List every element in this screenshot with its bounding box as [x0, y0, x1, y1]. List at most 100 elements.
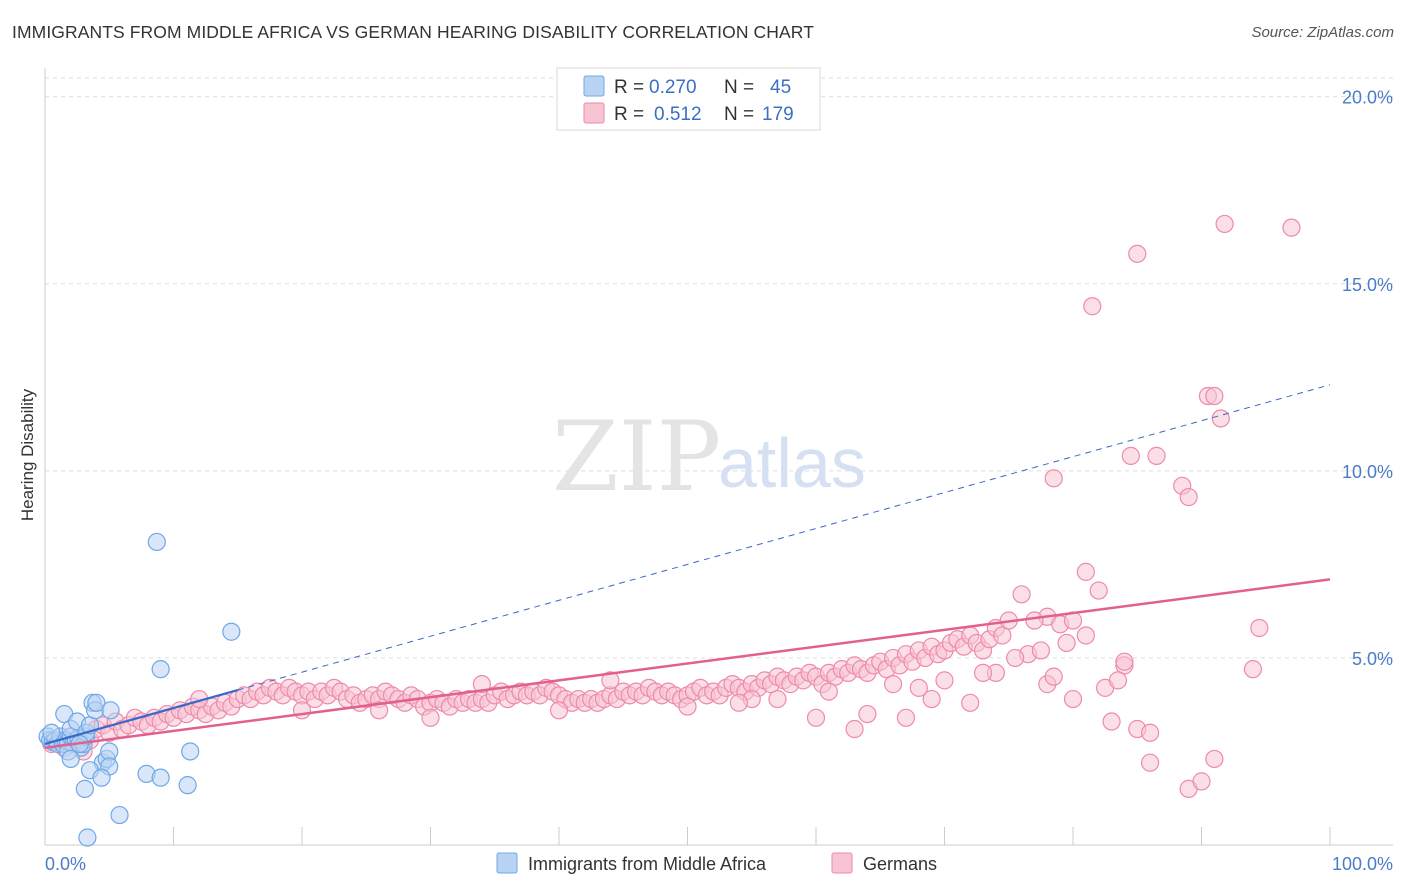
germans-point [1128, 244, 1147, 263]
germans-point [1025, 611, 1044, 630]
germans-point [935, 671, 954, 690]
germans-point [1076, 626, 1095, 645]
germans-point [883, 675, 903, 694]
germans-point [1243, 660, 1263, 679]
germans-point [292, 701, 312, 720]
middle-africa-trend-solid [44, 689, 239, 746]
middle-africa-point [151, 768, 170, 787]
germans-point [549, 701, 569, 720]
legend-label-germans: Germans [863, 854, 937, 874]
y-tick-label: 15.0% [1342, 275, 1393, 295]
germans-point [1044, 469, 1063, 488]
germans-point [1076, 562, 1095, 581]
germans-point [1121, 446, 1140, 465]
germans-point [845, 719, 864, 739]
germans-point [1250, 618, 1269, 638]
germans-point [1205, 386, 1224, 406]
stats-legend: R = 0.270 N = 45 R = 0.512 N = 179 [556, 67, 821, 131]
y-tick-label: 5.0% [1352, 649, 1393, 669]
watermark-atlas: atlas [718, 424, 866, 502]
germans-point [909, 678, 928, 697]
watermark-zip: ZIP [552, 401, 721, 513]
legend-r-label-1: R = [614, 77, 644, 98]
germans-point [1057, 633, 1076, 653]
legend-r-value-1: 0.270 [649, 77, 697, 98]
germans-point [1140, 723, 1160, 742]
middle-africa-point [178, 776, 197, 795]
germans-point [768, 689, 787, 709]
watermark: ZIP atlas [552, 401, 866, 513]
legend-swatch-pink [583, 102, 605, 124]
legend-n-label-1: N = [724, 77, 754, 98]
middle-africa-point [151, 660, 170, 679]
germans-point [819, 682, 838, 701]
germans-point [1044, 667, 1063, 686]
germans-point [1282, 218, 1301, 237]
germans-point [1140, 753, 1160, 772]
y-axis-label: Hearing Disability [18, 388, 37, 521]
germans-point [1108, 671, 1128, 690]
y-tick-label: 20.0% [1342, 88, 1393, 108]
middle-africa-point [101, 701, 120, 720]
germans-trend-line [44, 578, 1331, 749]
y-tick-labels: 5.0% 10.0% 15.0% 20.0% [1342, 88, 1393, 669]
legend-swatch-middle-africa [496, 852, 518, 874]
legend-n-label-2: N = [724, 104, 754, 125]
middle-africa-point [110, 805, 129, 825]
middle-africa-points [38, 532, 241, 847]
middle-africa-point [222, 622, 241, 641]
legend-n-value-2: 179 [762, 104, 794, 125]
germans-point [1115, 652, 1134, 671]
middle-africa-trend-dashed [237, 384, 1331, 691]
y-tick-label: 10.0% [1342, 462, 1393, 482]
germans-point [922, 689, 941, 709]
source-label: Source: ZipAtlas.com [1251, 24, 1394, 41]
germans-point [896, 708, 916, 727]
germans-point [1211, 409, 1230, 428]
legend-swatch-germans [831, 852, 853, 874]
germans-point [1205, 749, 1224, 769]
germans-point [370, 701, 389, 720]
series-legend: Immigrants from Middle Africa Germans [496, 852, 937, 874]
legend-r-value-2: 0.512 [654, 104, 702, 125]
germans-point [973, 663, 993, 682]
germans-point [678, 697, 697, 716]
germans-point [1179, 487, 1198, 507]
germans-point [806, 708, 826, 727]
germans-point [1192, 772, 1211, 791]
x-tick-label: 0.0% [45, 854, 86, 874]
germans-point [993, 626, 1012, 645]
legend-swatch-blue [583, 75, 605, 97]
middle-africa-point [147, 532, 166, 552]
x-tick-label: 100.0% [1332, 854, 1393, 874]
germans-point [601, 671, 620, 690]
middle-africa-point [87, 693, 106, 712]
chart-title: IMMIGRANTS FROM MIDDLE AFRICA VS GERMAN … [12, 22, 815, 42]
germans-point [421, 708, 440, 727]
germans-point [1083, 297, 1102, 316]
germans-point [1012, 585, 1031, 604]
middle-africa-point [61, 749, 80, 769]
germans-point [961, 693, 980, 712]
germans-point [1147, 446, 1166, 465]
x-tick-labels: 0.0% 100.0% [45, 854, 1393, 874]
axes [44, 68, 1393, 846]
middle-africa-point [92, 768, 111, 787]
germans-point [1089, 581, 1108, 600]
middle-africa-point [42, 723, 61, 742]
legend-r-label-2: R = [614, 104, 644, 125]
middle-africa-point [181, 742, 200, 761]
germans-point [1006, 648, 1025, 668]
legend-n-value-1: 45 [770, 77, 791, 98]
germans-point [858, 704, 877, 724]
germans-point [1031, 641, 1050, 660]
germans-point [1215, 214, 1234, 234]
legend-label-middle-africa: Immigrants from Middle Africa [528, 854, 767, 874]
middle-africa-point [75, 779, 94, 798]
middle-africa-point [78, 828, 97, 847]
trend-lines [44, 384, 1331, 749]
germans-point [472, 675, 491, 694]
germans-point [729, 693, 749, 712]
germans-point [1063, 689, 1083, 709]
